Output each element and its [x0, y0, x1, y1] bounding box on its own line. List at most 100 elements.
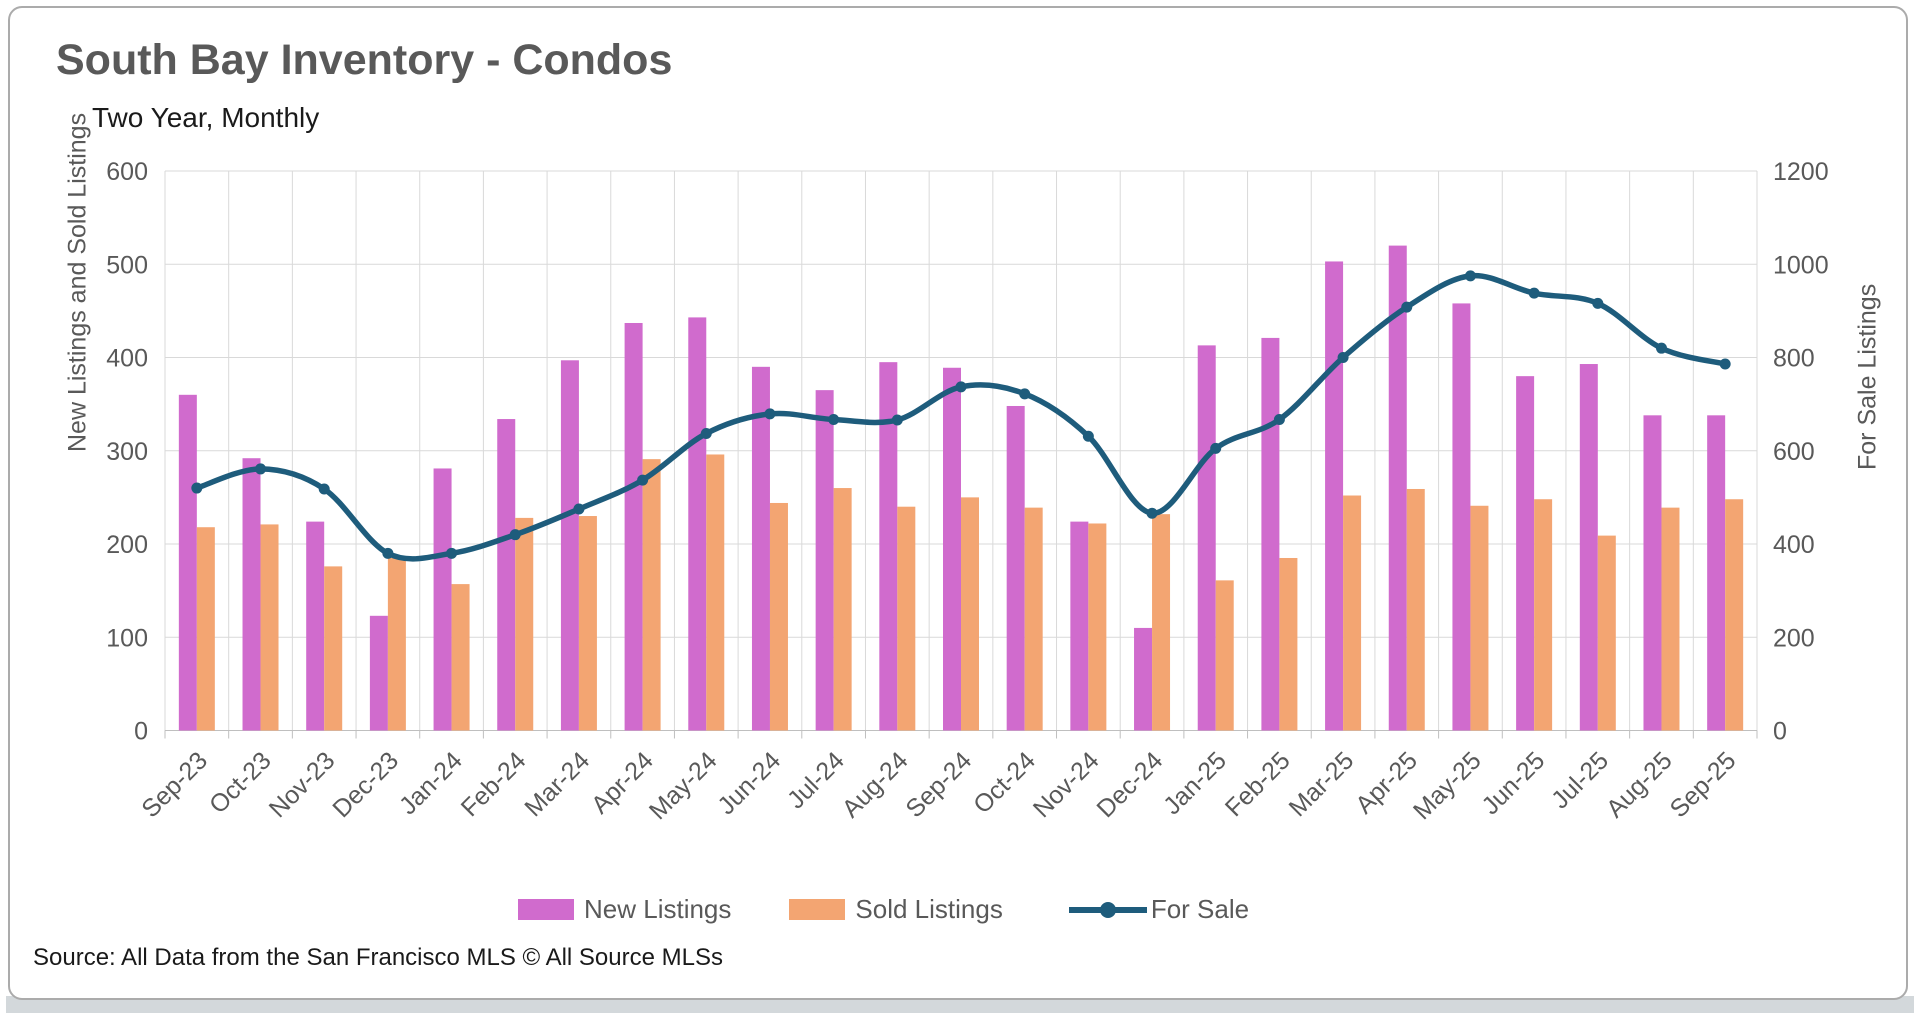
x-axis-label: Mar-25	[1284, 746, 1360, 822]
right-axis-tick-label: 600	[1773, 438, 1815, 466]
for-sale-marker	[318, 483, 330, 495]
x-axis-label: Oct-23	[204, 746, 277, 819]
bar-new-listings	[1134, 627, 1153, 731]
bar-sold-listings	[706, 454, 725, 731]
for-sale-marker	[509, 529, 521, 541]
left-axis-tick-label: 600	[106, 158, 148, 186]
new-listings-swatch-icon	[518, 899, 574, 920]
for-sale-line-swatch-icon	[1068, 901, 1147, 918]
for-sale-marker	[1528, 287, 1540, 299]
for-sale-marker	[1655, 342, 1667, 354]
for-sale-marker	[1337, 352, 1349, 363]
bar-sold-listings	[1343, 495, 1362, 731]
bar-new-listings	[242, 458, 261, 731]
bar-new-listings	[815, 390, 834, 731]
right-axis-tick-label: 1000	[1773, 251, 1829, 279]
bar-sold-listings	[260, 524, 279, 731]
bar-new-listings	[1388, 245, 1407, 731]
bar-sold-listings	[451, 584, 470, 731]
bar-new-listings	[879, 362, 898, 731]
bar-new-listings	[1006, 405, 1025, 731]
left-axis-tick-label: 300	[106, 438, 148, 466]
for-sale-marker	[891, 414, 903, 426]
legend-label: For Sale	[1150, 894, 1250, 924]
chart-title: South Bay Inventory - Condos	[56, 36, 673, 84]
x-axis-label: May-25	[1408, 746, 1487, 825]
x-axis-label: Dec-23	[327, 746, 404, 823]
x-axis-label: Jun-24	[712, 746, 786, 820]
right-axis-tick-label: 400	[1773, 531, 1815, 559]
bar-sold-listings	[1279, 557, 1298, 731]
left-axis-tick-label: 500	[106, 251, 148, 279]
bar-sold-listings	[642, 459, 661, 731]
x-axis-label: Oct-24	[968, 746, 1041, 819]
bar-sold-listings	[1597, 535, 1616, 731]
for-sale-marker	[446, 547, 458, 559]
bar-new-listings	[624, 322, 643, 731]
x-axis-label: Jun-25	[1477, 746, 1551, 820]
bar-new-listings	[497, 419, 516, 731]
for-sale-marker	[700, 427, 712, 439]
legend-item-new-listings[interactable]: New Listings	[518, 894, 731, 925]
bar-new-listings	[943, 367, 961, 731]
bar-new-listings	[560, 360, 579, 731]
for-sale-marker	[1210, 442, 1222, 454]
for-sale-marker	[1082, 430, 1094, 442]
bar-sold-listings	[769, 502, 788, 731]
x-axis-label: Nov-24	[1028, 746, 1105, 823]
left-axis-tick-label: 400	[106, 345, 148, 373]
right-axis-tick-label: 800	[1773, 345, 1815, 373]
for-sale-marker	[382, 547, 394, 559]
for-sale-marker	[1401, 301, 1413, 313]
for-sale-marker	[828, 414, 840, 426]
bar-sold-listings	[833, 488, 852, 731]
bar-new-listings	[1579, 364, 1598, 731]
bar-sold-listings	[897, 506, 916, 731]
source-attribution: Source: All Data from the San Francisco …	[33, 944, 723, 971]
sold-listings-swatch-icon	[789, 899, 846, 920]
x-axis-label: Feb-24	[456, 746, 532, 822]
for-sale-marker	[1273, 414, 1285, 426]
bar-sold-listings	[578, 516, 597, 731]
bar-sold-listings	[1534, 499, 1553, 731]
x-axis-label: Aug-25	[1601, 746, 1678, 823]
left-axis-tick-label: 200	[106, 531, 148, 559]
bar-new-listings	[178, 394, 197, 731]
for-sale-marker	[1019, 388, 1031, 400]
x-axis-label: Feb-25	[1220, 746, 1296, 822]
bar-new-listings	[1516, 376, 1535, 731]
for-sale-marker	[637, 474, 649, 486]
legend-item-sold-listings[interactable]: Sold Listings	[789, 894, 1003, 925]
x-axis-label: Mar-24	[519, 746, 595, 822]
for-sale-marker	[573, 503, 585, 515]
for-sale-marker	[764, 408, 776, 420]
left-axis-tick-label: 0	[134, 718, 148, 746]
chart-legend: New Listings Sold Listings For Sale	[518, 894, 1249, 925]
bar-new-listings	[369, 615, 388, 731]
x-axis-label: Aug-24	[837, 746, 914, 823]
for-sale-marker	[1592, 297, 1604, 309]
x-axis-label: Sep-23	[136, 746, 213, 823]
bar-new-listings	[1197, 345, 1216, 731]
bar-sold-listings	[1725, 499, 1744, 731]
x-axis-label: Sep-24	[900, 746, 977, 823]
bar-sold-listings	[1024, 507, 1043, 731]
x-axis-label: Jan-25	[1158, 746, 1232, 820]
bar-new-listings	[1070, 521, 1089, 731]
right-axis-tick-label: 200	[1773, 624, 1815, 652]
bar-sold-listings	[324, 566, 343, 731]
legend-label: New Listings	[584, 894, 732, 924]
right-axis-tick-label: 0	[1773, 718, 1787, 746]
bar-sold-listings	[1215, 580, 1234, 731]
bar-sold-listings	[961, 497, 979, 731]
for-sale-marker	[255, 463, 267, 475]
bar-new-listings	[1452, 303, 1471, 731]
legend-label: Sold Listings	[855, 894, 1003, 924]
right-axis-tick-label: 1200	[1773, 158, 1829, 186]
for-sale-marker	[1146, 507, 1158, 519]
bar-new-listings	[688, 317, 707, 731]
window-edge-strip	[6, 996, 1914, 1013]
legend-item-for-sale[interactable]: For Sale	[1067, 894, 1249, 925]
bar-sold-listings	[387, 557, 406, 731]
